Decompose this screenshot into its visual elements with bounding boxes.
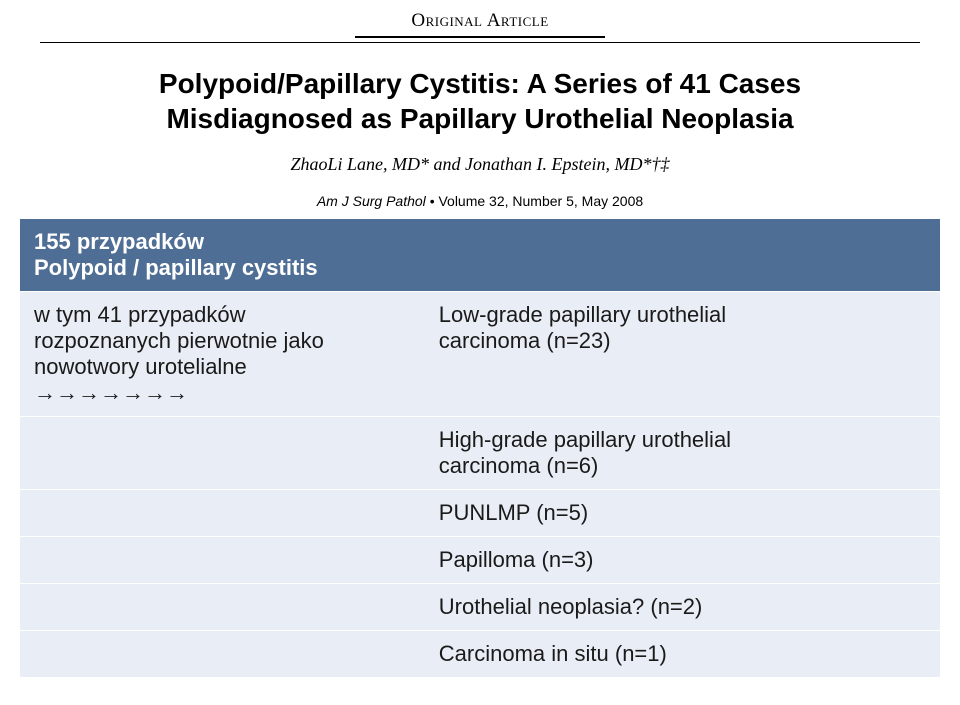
header-rule	[40, 36, 920, 44]
row1-left-line2: rozpoznanych pierwotnie jako	[34, 328, 324, 353]
citation-journal: Am J Surg Pathol	[317, 193, 426, 209]
row1-left-line1: w tym 41 przypadków	[34, 302, 246, 327]
article-authors: ZhaoLi Lane, MD* and Jonathan I. Epstein…	[0, 154, 960, 175]
article-kicker: Original Article	[0, 10, 960, 32]
row1-arrows: →→→→→→→	[34, 380, 188, 405]
row1-left-line3: nowotwory urotelialne	[34, 354, 247, 379]
article-citation: Am J Surg Pathol • Volume 32, Number 5, …	[0, 193, 960, 209]
row6-right: Carcinoma in situ (n=1)	[425, 631, 940, 678]
row1-right-line1: Low-grade papillary urothelial	[439, 302, 726, 327]
table-row: w tym 41 przypadków rozpoznanych pierwot…	[20, 292, 940, 417]
table-header-row: 155 przypadków Polypoid / papillary cyst…	[20, 219, 940, 292]
table-row: PUNLMP (n=5)	[20, 490, 940, 537]
title-line-1: Polypoid/Papillary Cystitis: A Series of…	[159, 68, 801, 99]
row2-right-line2: carcinoma (n=6)	[439, 453, 599, 478]
table-row: Urothelial neoplasia? (n=2)	[20, 584, 940, 631]
row1-right-line2: carcinoma (n=23)	[439, 328, 611, 353]
row5-right: Urothelial neoplasia? (n=2)	[425, 584, 940, 631]
row3-right: PUNLMP (n=5)	[425, 490, 940, 537]
citation-volume: Volume 32, Number 5, May 2008	[438, 193, 643, 209]
header-left-line2: Polypoid / papillary cystitis	[34, 255, 318, 280]
table-row: Carcinoma in situ (n=1)	[20, 631, 940, 678]
table-row: High-grade papillary urothelial carcinom…	[20, 417, 940, 490]
cases-table: 155 przypadków Polypoid / papillary cyst…	[20, 219, 940, 678]
header-left-line1: 155 przypadków	[34, 229, 204, 254]
table-row: Papilloma (n=3)	[20, 537, 940, 584]
row2-right-line1: High-grade papillary urothelial	[439, 427, 731, 452]
row4-right: Papilloma (n=3)	[425, 537, 940, 584]
title-line-2: Misdiagnosed as Papillary Urothelial Neo…	[166, 103, 793, 134]
article-title: Polypoid/Papillary Cystitis: A Series of…	[0, 66, 960, 136]
